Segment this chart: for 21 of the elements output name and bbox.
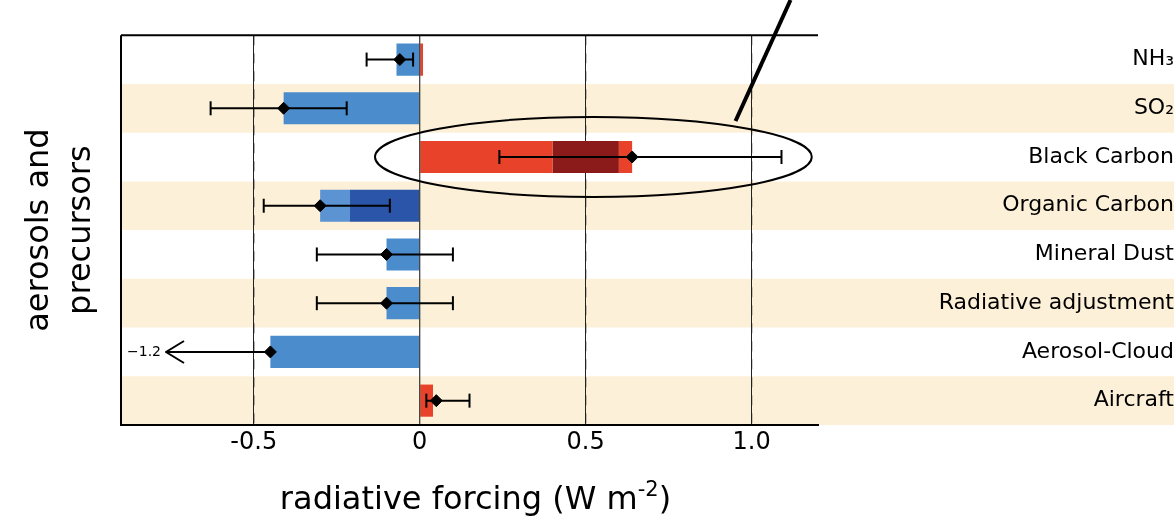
bar xyxy=(386,238,420,271)
bar xyxy=(350,189,420,222)
y-tick-label: Aircraft xyxy=(1093,386,1174,412)
x-tick-label: 1.0 xyxy=(732,426,771,455)
y-tick-label: Organic Carbon xyxy=(1002,191,1174,217)
y-axis-title: aerosols and precursors xyxy=(18,128,98,332)
bar xyxy=(270,335,420,368)
x-tick-label: -0.5 xyxy=(230,426,278,455)
y-tick-label: Mineral Dust xyxy=(1034,240,1174,266)
bar xyxy=(552,140,619,174)
y-tick-label: Aerosol-Cloud xyxy=(1021,337,1174,363)
x-tick-label: 0.5 xyxy=(566,426,605,455)
point xyxy=(263,345,277,359)
y-tick-label: NH₃ xyxy=(1132,45,1174,71)
y-tick-label: SO₂ xyxy=(1133,94,1174,120)
bar xyxy=(320,189,351,222)
x-tick-label: 0 xyxy=(412,426,428,455)
y-tick-label: Radiative adjustment xyxy=(938,288,1174,314)
annotation: −1.2 xyxy=(127,342,161,359)
y-tick-label: Black Carbon xyxy=(1028,142,1174,168)
bar xyxy=(283,92,420,125)
